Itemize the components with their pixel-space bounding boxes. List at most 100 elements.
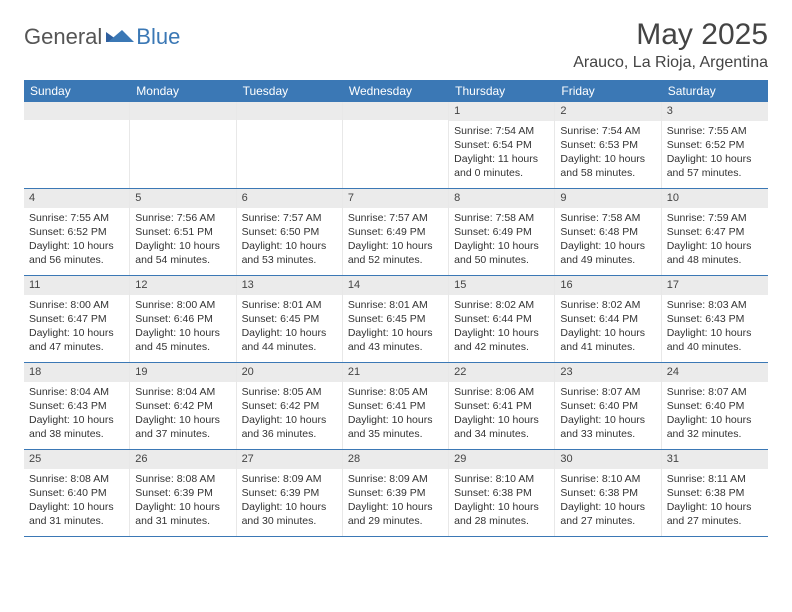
daylight-text: Daylight: 10 hours and 31 minutes. <box>135 500 230 528</box>
weekday-header: Tuesday <box>237 80 343 102</box>
daylight-text: Daylight: 10 hours and 31 minutes. <box>29 500 124 528</box>
day-body: Sunrise: 7:55 AMSunset: 6:52 PMDaylight:… <box>662 121 768 185</box>
daylight-text: Daylight: 10 hours and 34 minutes. <box>454 413 549 441</box>
day-number <box>24 102 129 120</box>
day-cell: 28Sunrise: 8:09 AMSunset: 6:39 PMDayligh… <box>343 450 449 536</box>
day-number: 11 <box>24 276 129 295</box>
sunrise-text: Sunrise: 8:05 AM <box>242 385 337 399</box>
day-cell: 11Sunrise: 8:00 AMSunset: 6:47 PMDayligh… <box>24 276 130 362</box>
sunrise-text: Sunrise: 8:07 AM <box>667 385 763 399</box>
day-body: Sunrise: 8:00 AMSunset: 6:47 PMDaylight:… <box>24 295 129 359</box>
day-cell <box>237 102 343 188</box>
weekday-header: Saturday <box>662 80 768 102</box>
day-cell: 29Sunrise: 8:10 AMSunset: 6:38 PMDayligh… <box>449 450 555 536</box>
sunrise-text: Sunrise: 7:58 AM <box>454 211 549 225</box>
day-number: 24 <box>662 363 768 382</box>
sunset-text: Sunset: 6:40 PM <box>667 399 763 413</box>
daylight-text: Daylight: 10 hours and 49 minutes. <box>560 239 655 267</box>
sunset-text: Sunset: 6:44 PM <box>454 312 549 326</box>
day-number: 5 <box>130 189 235 208</box>
week-row: 18Sunrise: 8:04 AMSunset: 6:43 PMDayligh… <box>24 363 768 450</box>
sunset-text: Sunset: 6:39 PM <box>135 486 230 500</box>
daylight-text: Daylight: 10 hours and 56 minutes. <box>29 239 124 267</box>
daylight-text: Daylight: 10 hours and 58 minutes. <box>560 152 655 180</box>
day-number: 18 <box>24 363 129 382</box>
day-cell: 19Sunrise: 8:04 AMSunset: 6:42 PMDayligh… <box>130 363 236 449</box>
daylight-text: Daylight: 10 hours and 27 minutes. <box>667 500 763 528</box>
sunset-text: Sunset: 6:48 PM <box>560 225 655 239</box>
day-body: Sunrise: 8:09 AMSunset: 6:39 PMDaylight:… <box>343 469 448 533</box>
day-cell: 25Sunrise: 8:08 AMSunset: 6:40 PMDayligh… <box>24 450 130 536</box>
day-number: 13 <box>237 276 342 295</box>
title-block: May 2025 Arauco, La Rioja, Argentina <box>573 18 768 72</box>
day-body: Sunrise: 8:05 AMSunset: 6:42 PMDaylight:… <box>237 382 342 446</box>
sunset-text: Sunset: 6:52 PM <box>667 138 763 152</box>
day-number: 7 <box>343 189 448 208</box>
day-body: Sunrise: 7:55 AMSunset: 6:52 PMDaylight:… <box>24 208 129 272</box>
day-body: Sunrise: 8:03 AMSunset: 6:43 PMDaylight:… <box>662 295 768 359</box>
day-number <box>130 102 235 120</box>
daylight-text: Daylight: 10 hours and 27 minutes. <box>560 500 655 528</box>
flag-icon <box>106 28 134 46</box>
sunrise-text: Sunrise: 8:04 AM <box>29 385 124 399</box>
day-body: Sunrise: 8:04 AMSunset: 6:42 PMDaylight:… <box>130 382 235 446</box>
daylight-text: Daylight: 11 hours and 0 minutes. <box>454 152 549 180</box>
sunrise-text: Sunrise: 8:09 AM <box>348 472 443 486</box>
sunrise-text: Sunrise: 7:55 AM <box>29 211 124 225</box>
day-number: 9 <box>555 189 660 208</box>
weekday-header: Thursday <box>449 80 555 102</box>
daylight-text: Daylight: 10 hours and 45 minutes. <box>135 326 230 354</box>
sunset-text: Sunset: 6:45 PM <box>242 312 337 326</box>
day-cell: 31Sunrise: 8:11 AMSunset: 6:38 PMDayligh… <box>662 450 768 536</box>
sunset-text: Sunset: 6:51 PM <box>135 225 230 239</box>
daylight-text: Daylight: 10 hours and 38 minutes. <box>29 413 124 441</box>
sunset-text: Sunset: 6:49 PM <box>454 225 549 239</box>
sunrise-text: Sunrise: 7:54 AM <box>560 124 655 138</box>
daylight-text: Daylight: 10 hours and 50 minutes. <box>454 239 549 267</box>
sunset-text: Sunset: 6:38 PM <box>454 486 549 500</box>
day-number: 16 <box>555 276 660 295</box>
sunrise-text: Sunrise: 8:08 AM <box>135 472 230 486</box>
day-cell: 1Sunrise: 7:54 AMSunset: 6:54 PMDaylight… <box>449 102 555 188</box>
day-number: 20 <box>237 363 342 382</box>
day-body: Sunrise: 8:07 AMSunset: 6:40 PMDaylight:… <box>662 382 768 446</box>
day-number: 23 <box>555 363 660 382</box>
sunrise-text: Sunrise: 8:09 AM <box>242 472 337 486</box>
day-number: 6 <box>237 189 342 208</box>
daylight-text: Daylight: 10 hours and 35 minutes. <box>348 413 443 441</box>
daylight-text: Daylight: 10 hours and 32 minutes. <box>667 413 763 441</box>
daylight-text: Daylight: 10 hours and 54 minutes. <box>135 239 230 267</box>
sunrise-text: Sunrise: 8:04 AM <box>135 385 230 399</box>
day-cell: 20Sunrise: 8:05 AMSunset: 6:42 PMDayligh… <box>237 363 343 449</box>
day-number: 22 <box>449 363 554 382</box>
day-cell: 10Sunrise: 7:59 AMSunset: 6:47 PMDayligh… <box>662 189 768 275</box>
day-body: Sunrise: 8:02 AMSunset: 6:44 PMDaylight:… <box>449 295 554 359</box>
day-cell: 17Sunrise: 8:03 AMSunset: 6:43 PMDayligh… <box>662 276 768 362</box>
sunrise-text: Sunrise: 8:02 AM <box>560 298 655 312</box>
day-number: 21 <box>343 363 448 382</box>
day-number: 3 <box>662 102 768 121</box>
sunset-text: Sunset: 6:39 PM <box>242 486 337 500</box>
sunset-text: Sunset: 6:40 PM <box>560 399 655 413</box>
day-number: 12 <box>130 276 235 295</box>
daylight-text: Daylight: 10 hours and 48 minutes. <box>667 239 763 267</box>
sunrise-text: Sunrise: 7:57 AM <box>242 211 337 225</box>
day-cell: 27Sunrise: 8:09 AMSunset: 6:39 PMDayligh… <box>237 450 343 536</box>
day-body: Sunrise: 8:09 AMSunset: 6:39 PMDaylight:… <box>237 469 342 533</box>
brand-logo: General Blue <box>24 24 180 50</box>
daylight-text: Daylight: 10 hours and 43 minutes. <box>348 326 443 354</box>
day-cell: 3Sunrise: 7:55 AMSunset: 6:52 PMDaylight… <box>662 102 768 188</box>
sunrise-text: Sunrise: 7:54 AM <box>454 124 549 138</box>
day-body: Sunrise: 7:56 AMSunset: 6:51 PMDaylight:… <box>130 208 235 272</box>
sunset-text: Sunset: 6:50 PM <box>242 225 337 239</box>
month-title: May 2025 <box>573 18 768 52</box>
day-cell: 5Sunrise: 7:56 AMSunset: 6:51 PMDaylight… <box>130 189 236 275</box>
daylight-text: Daylight: 10 hours and 41 minutes. <box>560 326 655 354</box>
weekday-header: Sunday <box>24 80 130 102</box>
day-body: Sunrise: 8:01 AMSunset: 6:45 PMDaylight:… <box>343 295 448 359</box>
sunrise-text: Sunrise: 7:55 AM <box>667 124 763 138</box>
sunrise-text: Sunrise: 8:11 AM <box>667 472 763 486</box>
day-cell: 8Sunrise: 7:58 AMSunset: 6:49 PMDaylight… <box>449 189 555 275</box>
sunset-text: Sunset: 6:53 PM <box>560 138 655 152</box>
day-cell: 22Sunrise: 8:06 AMSunset: 6:41 PMDayligh… <box>449 363 555 449</box>
